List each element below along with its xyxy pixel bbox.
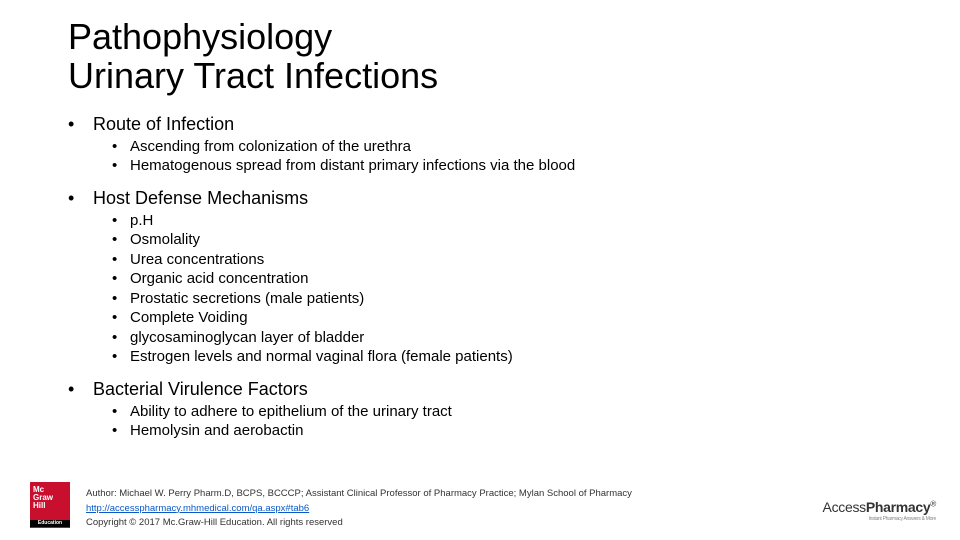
section-route: Route of Infection Ascending from coloni…	[68, 114, 960, 176]
copyright-line: Copyright © 2017 Mc.Graw-Hill Education.…	[86, 516, 632, 530]
title-line-2: Urinary Tract Infections	[68, 55, 438, 96]
logo-word-pharmacy: Pharmacy	[866, 499, 931, 515]
footer-text: Author: Michael W. Perry Pharm.D, BCPS, …	[86, 487, 632, 530]
list-item: Hematogenous spread from distant primary…	[112, 156, 960, 176]
list-item: Hemolysin and aerobactin	[112, 421, 960, 441]
bullet-list: Route of Infection Ascending from coloni…	[68, 114, 960, 441]
list-item: Ability to adhere to epithelium of the u…	[112, 402, 960, 422]
slide: Pathophysiology Urinary Tract Infections…	[0, 0, 960, 540]
list-item: Prostatic secretions (male patients)	[112, 289, 960, 309]
accesspharmacy-logo: AccessPharmacy® Instant Pharmacy Answers…	[823, 499, 936, 522]
section-host-defense: Host Defense Mechanisms p.H Osmolality U…	[68, 188, 960, 367]
section-label: Route of Infection	[93, 114, 234, 134]
title-line-1: Pathophysiology	[68, 16, 332, 57]
logo-text-hill: Hill	[33, 501, 45, 510]
logo-tagline: Instant Pharmacy Answers & More	[823, 516, 936, 522]
section-virulence: Bacterial Virulence Factors Ability to a…	[68, 379, 960, 441]
list-item: p.H	[112, 211, 960, 231]
section-label: Bacterial Virulence Factors	[93, 379, 308, 399]
sub-list: Ability to adhere to epithelium of the u…	[112, 402, 960, 441]
list-item: Urea concentrations	[112, 250, 960, 270]
logo-education: Education	[30, 520, 70, 527]
registered-icon: ®	[930, 499, 936, 508]
list-item: Ascending from colonization of the ureth…	[112, 137, 960, 157]
list-item: Estrogen levels and normal vaginal flora…	[112, 347, 960, 367]
section-label: Host Defense Mechanisms	[93, 188, 308, 208]
list-item: glycosaminoglycan layer of bladder	[112, 328, 960, 348]
sub-list: Ascending from colonization of the ureth…	[112, 137, 960, 176]
mcgraw-hill-logo: Mc Graw Hill Education	[30, 482, 70, 528]
author-line: Author: Michael W. Perry Pharm.D, BCPS, …	[86, 487, 632, 501]
list-item: Complete Voiding	[112, 308, 960, 328]
content-area: Pathophysiology Urinary Tract Infections…	[0, 0, 960, 441]
sub-list: p.H Osmolality Urea concentrations Organ…	[112, 211, 960, 367]
footer: Mc Graw Hill Education Author: Michael W…	[0, 468, 960, 540]
list-item: Organic acid concentration	[112, 269, 960, 289]
body: Route of Infection Ascending from coloni…	[68, 114, 960, 441]
source-link[interactable]: http://accesspharmacy.mhmedical.com/qa.a…	[86, 503, 309, 514]
logo-word-access: Access	[823, 499, 866, 515]
list-item: Osmolality	[112, 230, 960, 250]
slide-title: Pathophysiology Urinary Tract Infections	[68, 18, 960, 96]
